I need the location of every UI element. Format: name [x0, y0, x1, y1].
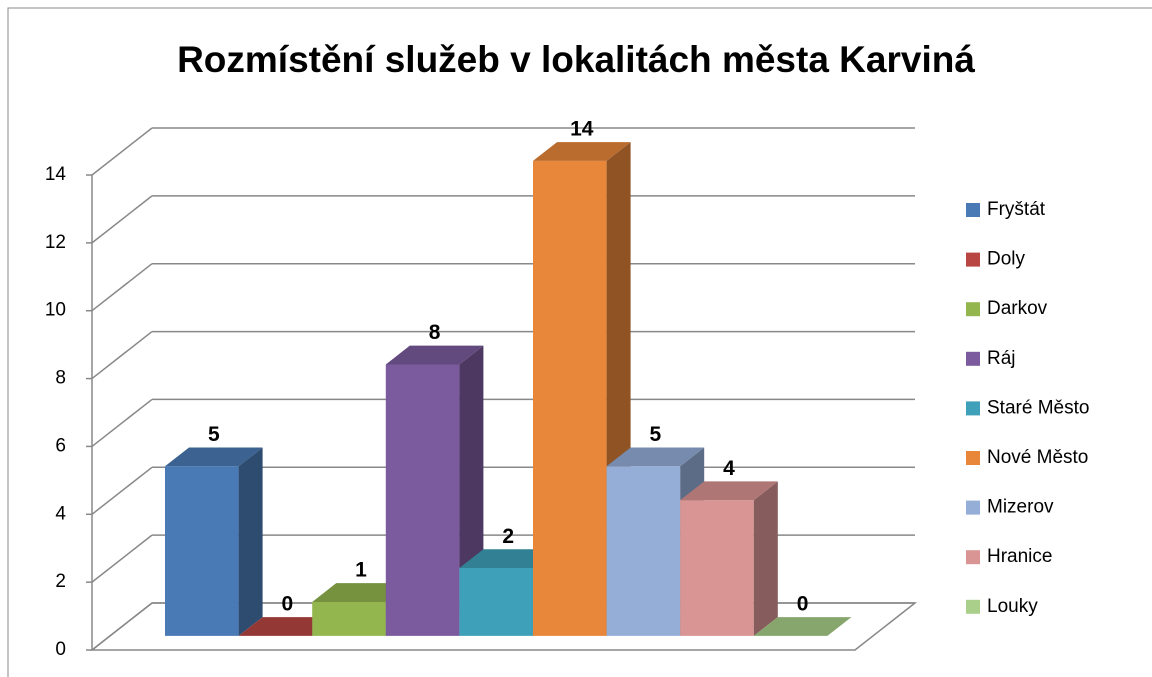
data-label: 5 — [208, 423, 220, 446]
legend-label: Mizerov — [987, 497, 1054, 518]
bar-front — [533, 160, 607, 636]
legend-label: Fryštát — [987, 199, 1046, 220]
legend-swatch — [966, 500, 980, 515]
data-label: 0 — [282, 593, 294, 616]
legend-label: Doly — [987, 249, 1026, 270]
y-tick-label: 4 — [55, 503, 66, 524]
y-tick-label: 0 — [55, 639, 66, 660]
data-label: 14 — [570, 118, 594, 141]
legend-swatch — [966, 451, 980, 465]
bar-front — [165, 466, 239, 636]
bar-top — [385, 345, 484, 365]
bar-front — [312, 601, 386, 636]
grid-line — [91, 195, 153, 244]
grid-line — [91, 398, 153, 448]
bar-top — [753, 617, 852, 636]
legend-swatch — [966, 252, 980, 267]
bar-top — [238, 617, 337, 636]
data-label: 1 — [355, 559, 367, 582]
legend-label: Staré Město — [987, 397, 1089, 418]
bar-top — [459, 549, 557, 569]
y-tick-label: 10 — [45, 300, 66, 321]
grid-line — [91, 127, 153, 176]
bar-front — [385, 364, 460, 636]
bar-top — [680, 481, 778, 501]
y-tick-label: 12 — [45, 232, 66, 253]
legend-label: Nové Město — [987, 447, 1088, 468]
data-label: 8 — [429, 321, 441, 344]
data-label: 0 — [797, 593, 809, 616]
bar-top — [533, 142, 631, 161]
legend-label: Ráj — [987, 348, 1016, 369]
y-tick-label: 2 — [55, 571, 66, 592]
bar-top — [312, 583, 410, 602]
bar-front — [606, 466, 681, 636]
legend-swatch — [966, 302, 980, 317]
legend-label: Hranice — [987, 546, 1052, 567]
legend-swatch — [966, 599, 980, 614]
data-label: 5 — [650, 423, 662, 446]
data-label: 4 — [723, 457, 735, 480]
grid-line — [91, 330, 153, 380]
y-tick-label: 6 — [55, 435, 66, 456]
bar-top — [165, 447, 263, 467]
grid-line — [91, 466, 153, 515]
legend-swatch — [966, 401, 980, 416]
grid-line — [91, 263, 153, 312]
bar-top — [606, 447, 705, 467]
bar-side — [238, 447, 263, 636]
legend-swatch — [966, 351, 980, 366]
bar-front — [459, 568, 533, 636]
data-label: 2 — [502, 525, 514, 548]
grid-line — [91, 602, 153, 651]
grid-line — [91, 534, 153, 583]
y-tick-label: 14 — [45, 164, 67, 185]
bar-side — [753, 481, 778, 636]
legend-label: Darkov — [987, 298, 1048, 319]
legend-label: Louky — [987, 596, 1038, 617]
bar-front — [680, 500, 754, 636]
chart-title: Rozmístění služeb v lokalitách města Kar… — [177, 39, 975, 80]
legend-swatch — [966, 550, 980, 565]
y-tick-label: 8 — [55, 368, 66, 389]
legend-swatch — [966, 203, 980, 217]
